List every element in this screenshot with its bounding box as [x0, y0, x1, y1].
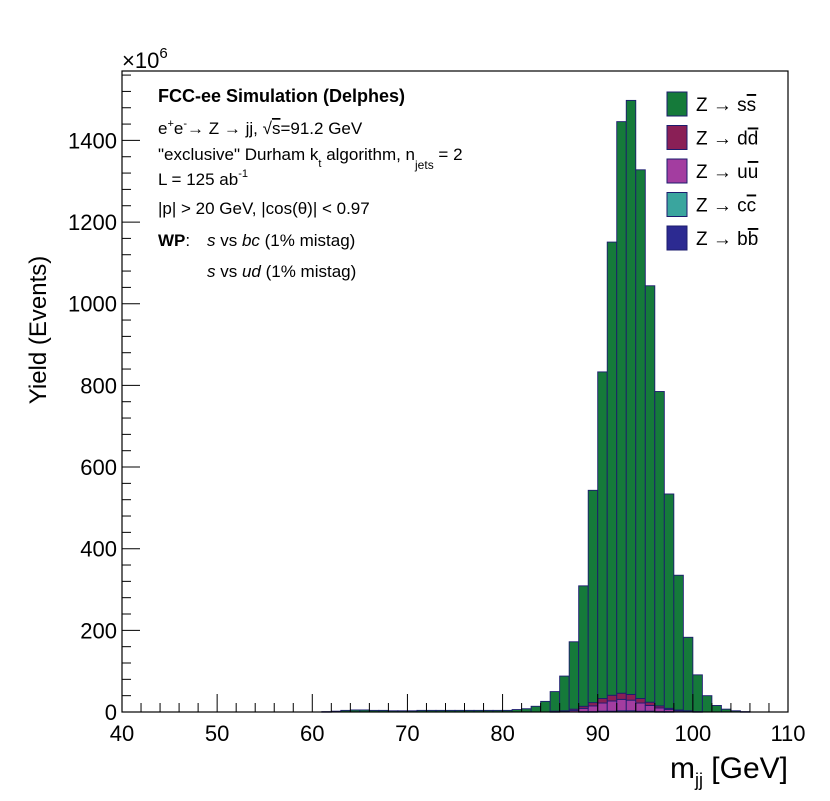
bar-series4-bin59: [682, 636, 694, 712]
bar-series2-bin54: [635, 702, 646, 712]
simulation-title: FCC-ee Simulation (Delphes): [158, 86, 405, 106]
legend-label: Z → bb: [696, 229, 758, 250]
bar-series2-bin55: [644, 705, 656, 712]
bar-series4-bin53: [625, 99, 637, 695]
bar-series4-bin50: [597, 371, 608, 699]
x-tick-label: 90: [585, 721, 609, 746]
bar-series3-bin54: [635, 698, 646, 704]
bar-series2-bin52: [616, 698, 627, 712]
y-axis-ticks: 0 200 400 600 800 1000 1200 1400: [68, 74, 140, 725]
legend-label: Z → dd: [696, 129, 758, 150]
bar-series2-bin49: [587, 705, 599, 713]
bar-series4-bin60: [692, 674, 703, 713]
bar-series4-bin52: [616, 121, 627, 694]
histogram-bars: [321, 99, 751, 713]
x-tick-label: 50: [205, 721, 229, 746]
bar-series4-bin62: [711, 705, 722, 713]
bar-series3-bin55: [644, 701, 656, 706]
bar-series4-bin55: [644, 285, 656, 703]
legend-swatch: [666, 91, 688, 117]
bar-series4-bin56: [654, 391, 665, 707]
bar-series2-bin51: [606, 700, 618, 712]
y-tick-label: 1400: [68, 128, 117, 153]
bar-series3-bin51: [606, 694, 618, 702]
legend: Z → ss Z → dd Z → uu Z → cc Z → bb: [666, 91, 758, 251]
working-point-line-1: WP: s vs bc (1% mistag): [158, 231, 355, 250]
bar-series4-bin45: [549, 691, 561, 712]
legend-swatch: [666, 125, 688, 150]
bar-series4-bin47: [568, 641, 580, 710]
y-tick-label: 1000: [68, 292, 117, 317]
bar-series3-bin49: [587, 702, 599, 707]
x-tick-label: 110: [770, 721, 805, 746]
bar-series2-bin53: [625, 699, 637, 712]
bar-series4-bin61: [701, 695, 713, 713]
y-exponent: ×106: [122, 45, 168, 73]
luminosity-line: L = 125 ab-1: [158, 168, 248, 189]
y-axis-title: Yield (Events): [25, 256, 52, 405]
x-axis-ticks: 40 50 60 70 80 90 100 110: [110, 694, 806, 746]
legend-label: Z → ss: [696, 95, 756, 116]
y-tick-label: 400: [80, 537, 117, 562]
legend-swatch: [666, 192, 688, 217]
x-tick-label: 70: [395, 721, 419, 746]
y-tick-label: 0: [105, 700, 117, 725]
y-tick-label: 800: [80, 373, 117, 398]
y-tick-label: 1200: [68, 210, 117, 235]
y-tick-label: 600: [80, 455, 117, 480]
algorithm-line: "exclusive" Durham kt algorithm, njets =…: [158, 145, 463, 172]
legend-swatch: [666, 158, 688, 184]
y-tick-label: 200: [80, 618, 117, 643]
x-axis-title: mjj [GeV]: [670, 752, 788, 790]
cuts-line: |p| > 20 GeV, |cos(θ)| < 0.97: [158, 199, 370, 218]
plot-frame: [121, 70, 789, 713]
legend-label: Z → cc: [696, 196, 756, 217]
legend-swatch: [666, 225, 688, 251]
legend-label: Z → uu: [696, 162, 758, 183]
bar-series4-bin48: [578, 585, 589, 707]
info-block: FCC-ee Simulation (Delphes) e+e-→ Z → jj…: [158, 86, 463, 281]
bar-series4-bin54: [635, 169, 646, 699]
bar-series3-bin50: [597, 698, 608, 704]
bar-series4-bin58: [673, 574, 684, 711]
x-tick-label: 100: [674, 721, 711, 746]
bar-series2-bin56: [654, 707, 665, 713]
bar-series4-bin46: [559, 675, 570, 712]
bar-series2-bin48: [578, 707, 589, 713]
bar-series4-bin43: [530, 705, 542, 713]
bar-series3-bin52: [616, 692, 627, 700]
bar-series2-bin50: [597, 702, 608, 712]
working-point-line-2: s vs ud (1% mistag): [207, 262, 356, 281]
bar-series4-bin51: [606, 241, 618, 696]
x-tick-label: 80: [490, 721, 514, 746]
process-line: e+e-→ Z → jj, √s=91.2 GeV: [158, 118, 363, 138]
x-tick-label: 60: [300, 721, 324, 746]
bar-series4-bin44: [540, 700, 551, 713]
bar-series3-bin53: [625, 693, 637, 701]
x-tick-label: 40: [110, 721, 134, 746]
bar-series4-bin57: [663, 493, 675, 709]
series-4: [321, 99, 751, 713]
bar-series4-bin49: [587, 489, 599, 704]
